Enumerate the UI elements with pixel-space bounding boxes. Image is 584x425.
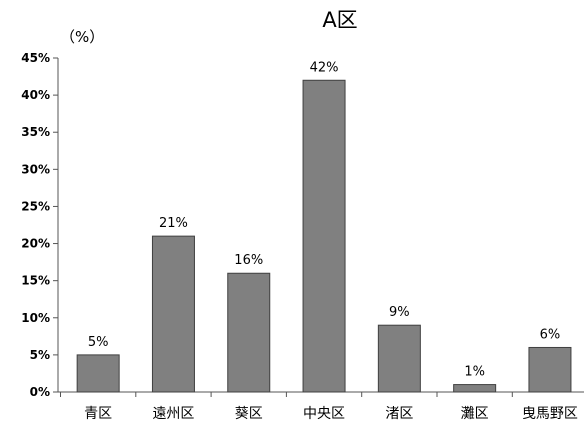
bar [302,79,346,393]
bar [151,235,195,393]
data-labels-group: 5% 21% 16% 42% 9% 1% 6% [88,60,560,379]
data-label: 42% [310,60,339,75]
y-axis-ticks: 0% 5% 10% 15% 20% 25% 30% 35% 40% 45% [21,51,58,399]
bar [76,354,120,393]
x-tick-label: 青区 [84,406,112,422]
x-axis-labels: 青区 遠州区 葵区 中央区 渚区 灘区 曳馬野区 [60,392,578,422]
y-tick-label: 10% [21,311,50,325]
x-tick-label: 灘区 [461,406,489,422]
y-axis-unit-label: （%） [60,28,104,46]
x-tick-label: 中央区 [303,406,345,422]
y-tick-label: 0% [30,385,50,399]
data-label: 9% [389,305,410,320]
chart-title: A区 [322,8,357,32]
x-tick-label: 葵区 [235,406,263,422]
y-tick-label: 15% [21,274,50,288]
y-tick-label: 40% [21,88,50,102]
y-tick-label: 35% [21,125,50,139]
data-label: 6% [540,327,561,342]
y-tick-label: 25% [21,199,50,213]
y-tick-label: 5% [30,348,50,362]
bar [227,272,271,393]
data-label: 21% [159,216,188,231]
y-tick-label: 45% [21,51,50,65]
bars-group [76,79,572,393]
data-label: 5% [88,335,109,350]
x-tick-label: 渚区 [385,406,413,422]
data-label: 1% [464,365,485,380]
y-tick-label: 30% [21,162,50,176]
y-tick-label: 20% [21,237,50,251]
data-label: 16% [234,253,263,268]
bar [377,324,421,393]
bar [528,346,572,393]
x-tick-label: 遠州区 [152,406,194,422]
bar [453,384,497,393]
x-tick-label: 曳馬野区 [522,406,578,422]
